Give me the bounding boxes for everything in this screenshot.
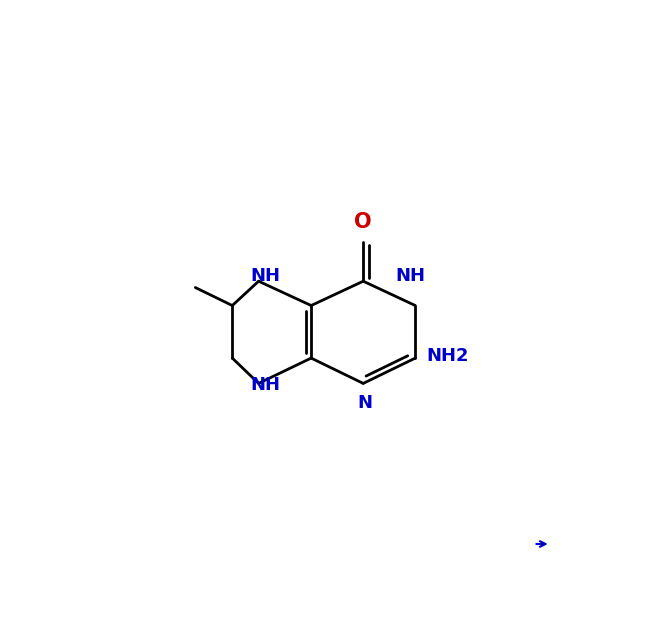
Text: N: N (358, 394, 373, 412)
Text: NH2: NH2 (426, 347, 468, 365)
Text: O: O (355, 212, 372, 231)
Text: NH: NH (250, 375, 280, 394)
Text: NH: NH (395, 267, 425, 284)
Text: NH: NH (250, 267, 280, 284)
